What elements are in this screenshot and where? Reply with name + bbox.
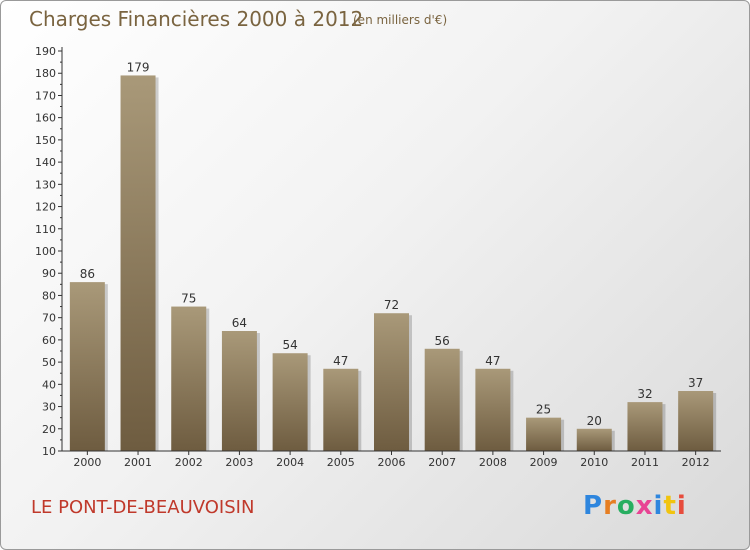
y-tick-label-130: 130 xyxy=(35,178,56,191)
bar-2006 xyxy=(374,313,409,451)
x-tick-label-2005: 2005 xyxy=(327,456,355,469)
y-tick-label-120: 120 xyxy=(35,201,56,214)
y-tick-label-110: 110 xyxy=(35,223,56,236)
y-tick-label-20: 20 xyxy=(42,423,56,436)
x-tick-label-2008: 2008 xyxy=(479,456,507,469)
bar-2011 xyxy=(627,402,663,451)
x-tick-label-2004: 2004 xyxy=(276,456,304,469)
value-label-2007: 56 xyxy=(435,334,450,348)
chart-unit: (en milliers d'€) xyxy=(353,13,448,27)
logo-letter: r xyxy=(603,491,617,521)
value-label-2012: 37 xyxy=(688,376,703,390)
x-tick-label-2003: 2003 xyxy=(225,456,253,469)
value-label-2011: 32 xyxy=(637,387,652,401)
value-label-2001: 179 xyxy=(127,60,150,74)
y-tick-label-140: 140 xyxy=(35,156,56,169)
bar-2004 xyxy=(272,353,308,451)
bar-2005 xyxy=(323,368,359,451)
value-label-2005: 47 xyxy=(333,354,348,368)
y-tick-label-50: 50 xyxy=(42,356,56,369)
logo-letter: P xyxy=(583,491,604,521)
value-label-2006: 72 xyxy=(384,298,399,312)
y-tick-label-70: 70 xyxy=(42,312,56,325)
bar-2007 xyxy=(424,348,460,451)
y-tick-label-60: 60 xyxy=(42,334,56,347)
bar-2000 xyxy=(69,282,105,451)
bar-2010 xyxy=(576,428,612,451)
bar-2009 xyxy=(526,417,562,451)
x-tick-label-2006: 2006 xyxy=(378,456,406,469)
y-tick-label-170: 170 xyxy=(35,89,56,102)
x-tick-label-2001: 2001 xyxy=(124,456,152,469)
y-tick-label-160: 160 xyxy=(35,112,56,125)
logo-letter: i xyxy=(676,491,687,521)
bar-2008 xyxy=(475,368,511,451)
bar-2012 xyxy=(678,391,714,451)
y-tick-label-100: 100 xyxy=(35,245,56,258)
y-tick-label-10: 10 xyxy=(42,445,56,458)
y-tick-label-180: 180 xyxy=(35,67,56,80)
value-label-2010: 20 xyxy=(587,414,602,428)
y-tick-label-190: 190 xyxy=(35,45,56,58)
value-label-2008: 47 xyxy=(485,354,500,368)
value-label-2002: 75 xyxy=(181,292,196,306)
value-label-2000: 86 xyxy=(80,267,95,281)
x-tick-label-2012: 2012 xyxy=(682,456,710,469)
proxiti-logo: Proxiti xyxy=(583,491,687,521)
x-tick-label-2007: 2007 xyxy=(428,456,456,469)
logo-letter: x xyxy=(635,491,654,521)
logo-letter: t xyxy=(663,491,677,521)
logo-letter: i xyxy=(653,491,664,521)
y-tick-label-40: 40 xyxy=(42,378,56,391)
bar-2001 xyxy=(120,75,156,451)
chart-title: Charges Financières 2000 à 2012 xyxy=(29,7,364,31)
commune-name: LE PONT-DE-BEAUVOISIN xyxy=(31,497,255,518)
y-tick-label-30: 30 xyxy=(42,401,56,414)
bar-2003 xyxy=(221,331,257,451)
logo-letter: o xyxy=(616,491,636,521)
y-tick-label-90: 90 xyxy=(42,267,56,280)
x-tick-label-2000: 2000 xyxy=(73,456,101,469)
x-tick-label-2010: 2010 xyxy=(580,456,608,469)
value-label-2004: 54 xyxy=(282,338,297,352)
bar-2002 xyxy=(171,306,207,451)
y-tick-label-80: 80 xyxy=(42,289,56,302)
value-label-2003: 64 xyxy=(232,316,247,330)
y-tick-label-150: 150 xyxy=(35,134,56,147)
x-tick-label-2011: 2011 xyxy=(631,456,659,469)
x-tick-label-2002: 2002 xyxy=(175,456,203,469)
x-tick-label-2009: 2009 xyxy=(530,456,558,469)
value-label-2009: 25 xyxy=(536,403,551,417)
